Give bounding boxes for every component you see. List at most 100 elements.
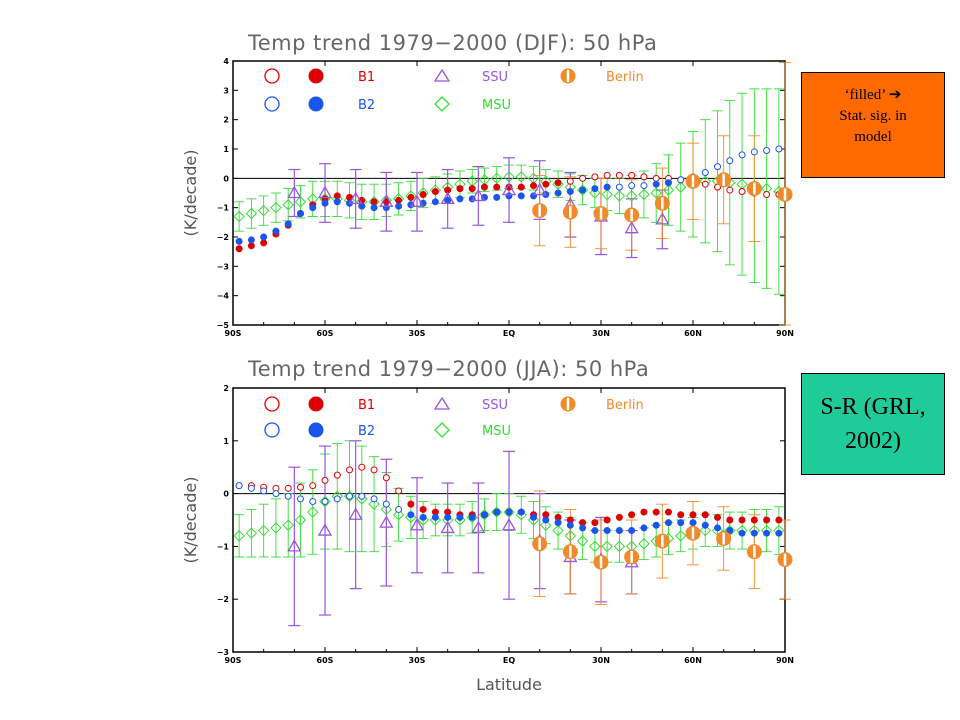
ssu-point [471, 188, 486, 202]
msu-point [589, 187, 601, 199]
b2-point [615, 183, 623, 191]
msu-point [625, 190, 638, 202]
b2-point [542, 516, 550, 524]
b1-point [591, 519, 599, 527]
msu-point [245, 207, 258, 220]
ssu-point [532, 182, 547, 196]
b2-point [750, 529, 758, 537]
b1-point [493, 183, 501, 191]
x-axis-label: Latitude [476, 675, 542, 694]
b1-point [701, 180, 709, 188]
msu-point [675, 530, 687, 542]
b1-point [738, 188, 746, 196]
y-tick-label: −3 [217, 648, 229, 657]
b2-point [566, 188, 574, 196]
b1-point [640, 173, 648, 181]
x-tick-label: 60S [317, 656, 334, 665]
b2-point [333, 198, 341, 206]
ssu-point [440, 191, 455, 205]
chart-title: Temp trend 1979−2000 (JJA): 50 hPa [247, 357, 649, 381]
msu-point [576, 535, 589, 547]
msu-point [380, 503, 393, 516]
b1-point [260, 239, 268, 247]
legend-label-msu: MSU [482, 424, 511, 439]
msu-point [601, 188, 613, 201]
legend-b2-open-marker [264, 422, 280, 438]
msu-point [319, 495, 331, 508]
msu-point [233, 530, 245, 542]
b2-point [726, 527, 734, 535]
x-tick-label: 60N [684, 656, 702, 665]
b2-point [370, 495, 378, 503]
b2-point [775, 529, 783, 537]
b1-point [395, 487, 403, 495]
b2-point [419, 513, 427, 521]
b2-point [431, 198, 439, 206]
b2-point [284, 492, 292, 500]
b2-point [480, 511, 488, 519]
b1-point [530, 182, 538, 190]
b2-point [493, 508, 501, 516]
msu-point [515, 171, 527, 183]
b2-point [395, 202, 403, 210]
chart-panel-2: −3 −2 −1 0 1 2 90S 60S 30S EQ 30N 60N 90N Temp trend … [181, 357, 794, 694]
msu-point [491, 506, 503, 518]
y-tick-label: −4 [217, 292, 230, 301]
b1-point [517, 183, 525, 191]
legend-label-b1: B1 [358, 70, 375, 85]
b1-point [309, 482, 317, 490]
msu-point [294, 514, 307, 526]
x-tick-label: 30S [409, 329, 426, 338]
b2-point [763, 529, 771, 537]
b2-point [615, 527, 623, 535]
b2-point [628, 527, 636, 535]
ssu-point [501, 517, 517, 531]
b1-point [382, 474, 390, 482]
b1-point [468, 185, 476, 193]
msu-point [429, 184, 442, 196]
ssu-point [379, 515, 394, 528]
msu-point [245, 527, 258, 539]
b1-point [750, 516, 758, 524]
b2-point [726, 157, 734, 165]
msu-point [552, 524, 564, 537]
msu-point [233, 210, 245, 223]
b1-point [591, 173, 599, 181]
b2-point [407, 511, 415, 519]
msu-point [576, 184, 589, 196]
b2-point [640, 524, 648, 532]
b1-point [652, 508, 660, 516]
legend-label-b2: B2 [358, 424, 375, 439]
x-tick-label: 30S [409, 656, 426, 665]
legend-b2-filled-marker [308, 96, 324, 112]
b2-point [517, 508, 525, 516]
b2-point [554, 189, 562, 197]
b1-point [566, 177, 574, 185]
ssu-point [287, 539, 302, 552]
legend-b2-open-marker [264, 96, 280, 112]
b1-point [456, 185, 464, 193]
b2-point [493, 193, 501, 201]
b2-point [431, 513, 439, 521]
b2-point [664, 179, 672, 187]
legend-label-ssu: SSU [482, 398, 508, 413]
msu-point [613, 190, 626, 202]
b1-point [763, 516, 771, 524]
ssu-point [655, 212, 670, 225]
b1-point [395, 196, 403, 204]
legend-label-msu: MSU [482, 98, 511, 113]
b1-point [603, 516, 611, 524]
b2-point [346, 492, 354, 500]
y-tick-label: 1 [223, 437, 229, 446]
msu-point [675, 181, 687, 193]
b1-point [615, 171, 623, 179]
legend-label-berlin: Berlin [606, 70, 644, 85]
b1-point [677, 511, 685, 519]
b1-point [296, 483, 304, 491]
y-tick-label: −5 [217, 321, 230, 330]
filled-note-box: ‘filled’ ➔ Stat. sig. in model [801, 72, 945, 178]
b1-point [542, 180, 550, 188]
y-tick-label: −2 [217, 595, 229, 604]
y-tick-label: 2 [223, 384, 229, 393]
b1-point [480, 183, 488, 191]
